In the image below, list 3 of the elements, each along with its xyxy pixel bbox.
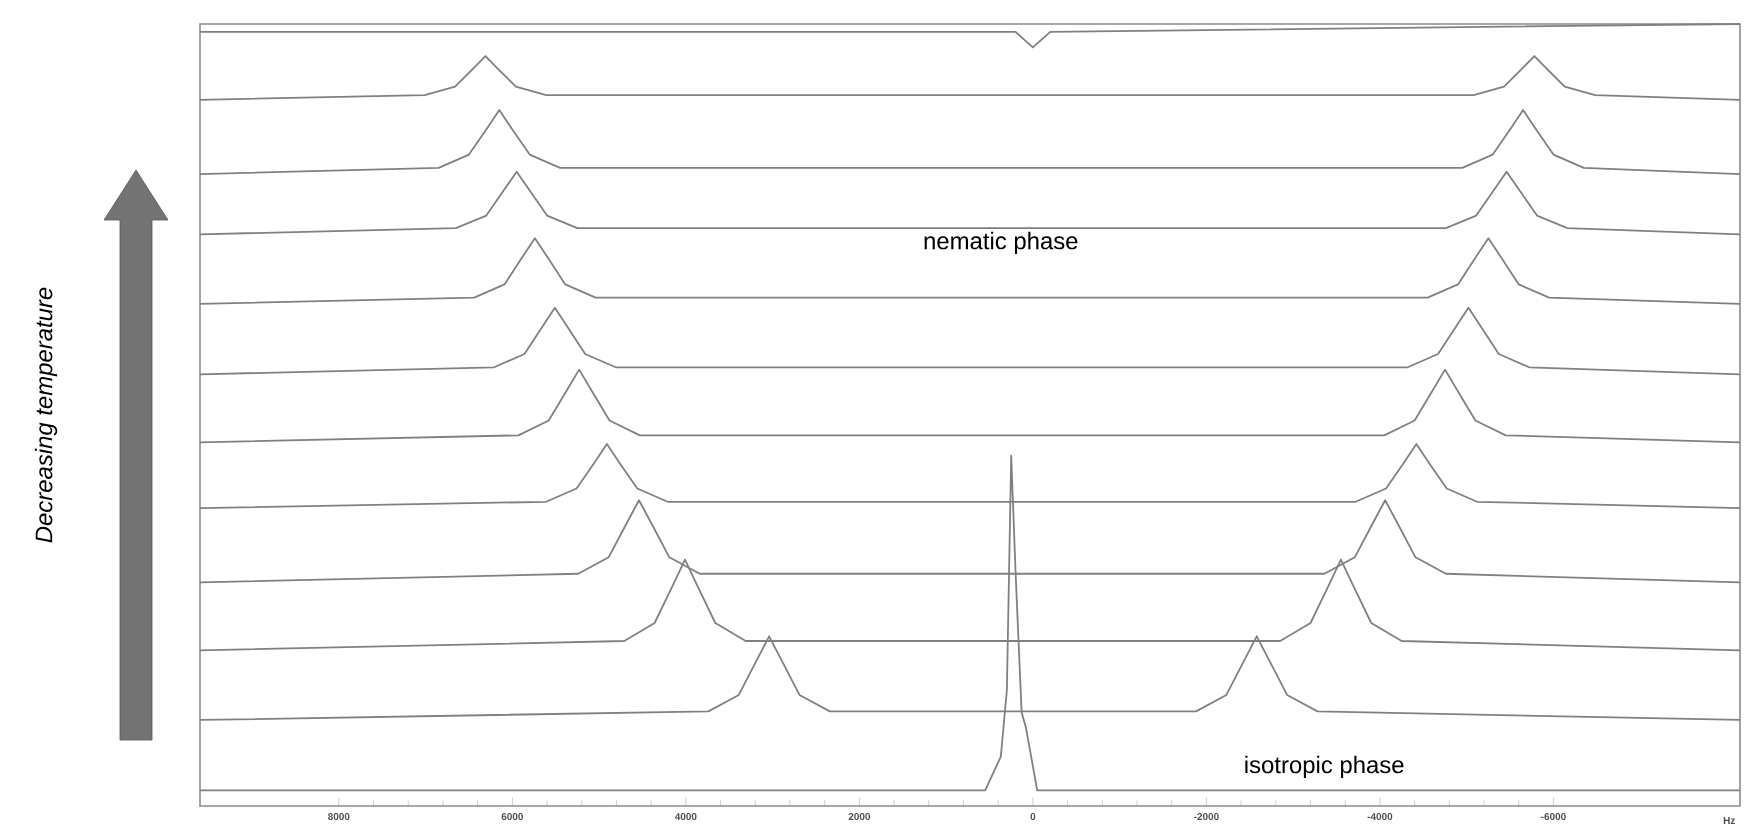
text: Decreasing temperature [34, 287, 58, 543]
annotation: nematic phase [924, 231, 1078, 255]
annotation: isotropic phase [1245, 755, 1404, 779]
